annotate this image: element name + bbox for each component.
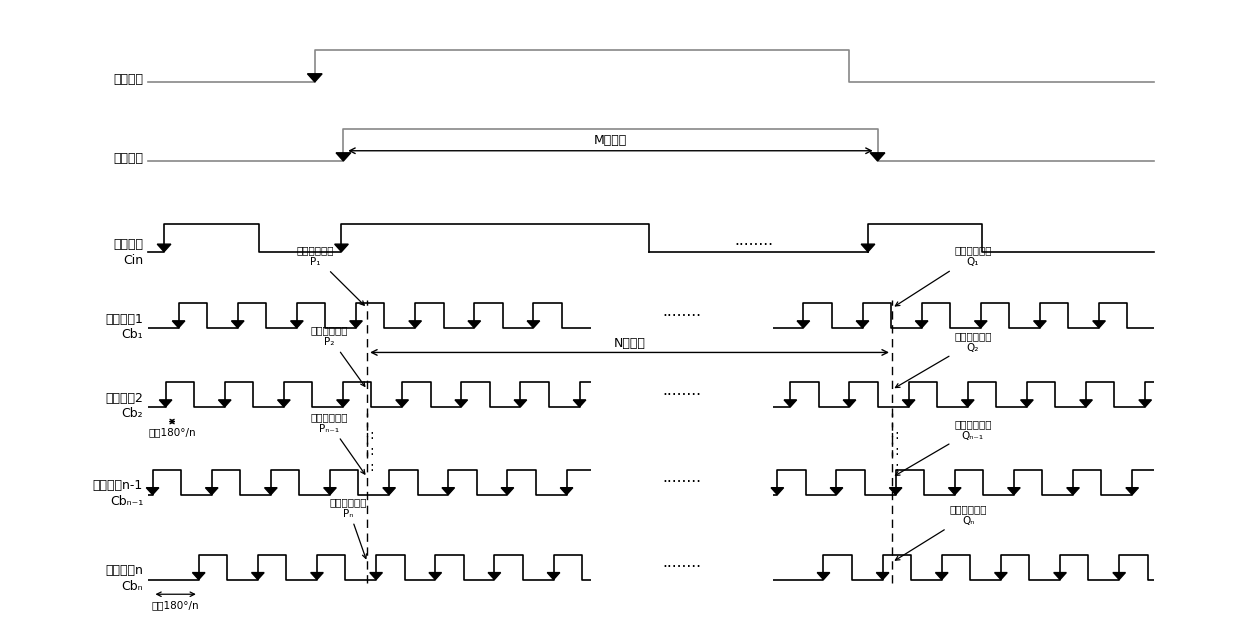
Text: Cbₙ: Cbₙ [122,580,143,593]
Polygon shape [501,488,513,495]
Polygon shape [429,573,441,580]
Polygon shape [467,321,481,328]
Polygon shape [889,488,901,495]
Polygon shape [441,488,455,495]
Polygon shape [489,573,501,580]
Polygon shape [1054,573,1066,580]
Text: Cb₂: Cb₂ [122,408,143,421]
Polygon shape [218,400,231,407]
Text: 参考时钟n-1: 参考时钟n-1 [93,479,143,493]
Text: Cb₁: Cb₁ [122,328,143,341]
Text: 结束时刻状态
Q₁: 结束时刻状态 Q₁ [895,245,992,306]
Text: 起始时刻状态
P₂: 起始时刻状态 P₂ [310,326,365,386]
Polygon shape [935,573,949,580]
Text: ········: ········ [662,388,702,402]
Text: 参考时钟2: 参考时钟2 [105,392,143,404]
Polygon shape [949,488,961,495]
Polygon shape [547,573,559,580]
Text: ········: ········ [662,308,702,324]
Polygon shape [409,321,422,328]
Text: Cin: Cin [123,254,143,267]
Polygon shape [797,321,810,328]
Polygon shape [870,153,885,161]
Polygon shape [784,400,796,407]
Polygon shape [843,400,856,407]
Polygon shape [560,488,573,495]
Polygon shape [961,400,975,407]
Polygon shape [817,573,830,580]
Text: 相差180°/n: 相差180°/n [151,600,200,610]
Text: 测试闸门: 测试闸门 [113,73,143,86]
Polygon shape [252,573,264,580]
Text: 结束时刻状态
Q₂: 结束时刻状态 Q₂ [895,332,992,388]
Polygon shape [1034,321,1047,328]
Polygon shape [831,488,843,495]
Polygon shape [1138,400,1152,407]
Polygon shape [172,321,185,328]
Polygon shape [146,488,159,495]
Text: 起始时刻状态
P₁: 起始时刻状态 P₁ [296,245,365,305]
Text: 参考时钟n: 参考时钟n [105,564,143,577]
Polygon shape [1112,573,1126,580]
Polygon shape [1080,400,1092,407]
Polygon shape [370,573,382,580]
Polygon shape [192,573,205,580]
Polygon shape [1092,321,1105,328]
Polygon shape [336,153,351,161]
Polygon shape [915,321,928,328]
Polygon shape [877,573,889,580]
Text: 起始时刻状态
Pₙ: 起始时刻状态 Pₙ [330,497,367,558]
Text: N个脉冲: N个脉冲 [614,337,646,350]
Polygon shape [159,400,172,407]
Text: :
:
:: : : : [370,428,374,474]
Text: ········: ········ [734,238,773,253]
Polygon shape [383,488,396,495]
Polygon shape [324,488,336,495]
Polygon shape [232,321,244,328]
Polygon shape [856,321,869,328]
Polygon shape [975,321,987,328]
Polygon shape [290,321,303,328]
Text: 输入信号: 输入信号 [113,238,143,251]
Polygon shape [308,74,322,82]
Polygon shape [264,488,278,495]
Text: M个脉冲: M个脉冲 [594,134,627,147]
Polygon shape [1008,488,1021,495]
Text: :
:
:: : : : [894,428,899,474]
Polygon shape [994,573,1007,580]
Polygon shape [278,400,290,407]
Polygon shape [1021,400,1033,407]
Text: ········: ········ [662,560,702,575]
Polygon shape [335,244,348,252]
Text: 起始时刻状态
Pₙ₋₁: 起始时刻状态 Pₙ₋₁ [310,412,365,474]
Text: 参考时钟1: 参考时钟1 [105,312,143,326]
Polygon shape [1066,488,1079,495]
Text: 相差180°/n: 相差180°/n [149,427,196,437]
Polygon shape [1126,488,1138,495]
Polygon shape [861,244,875,252]
Polygon shape [455,400,467,407]
Polygon shape [771,488,784,495]
Text: 实际闸门: 实际闸门 [113,151,143,165]
Text: 结束时刻状态
Qₙ: 结束时刻状态 Qₙ [895,504,987,560]
Polygon shape [903,400,915,407]
Polygon shape [396,400,408,407]
Text: ········: ········ [662,475,702,491]
Text: Cbₙ₋₁: Cbₙ₋₁ [110,495,143,508]
Polygon shape [515,400,527,407]
Polygon shape [350,321,362,328]
Polygon shape [527,321,539,328]
Text: 结束时刻状态
Qₙ₋₁: 结束时刻状态 Qₙ₋₁ [895,419,992,475]
Polygon shape [573,400,585,407]
Polygon shape [337,400,350,407]
Polygon shape [157,244,171,252]
Polygon shape [311,573,324,580]
Polygon shape [206,488,218,495]
